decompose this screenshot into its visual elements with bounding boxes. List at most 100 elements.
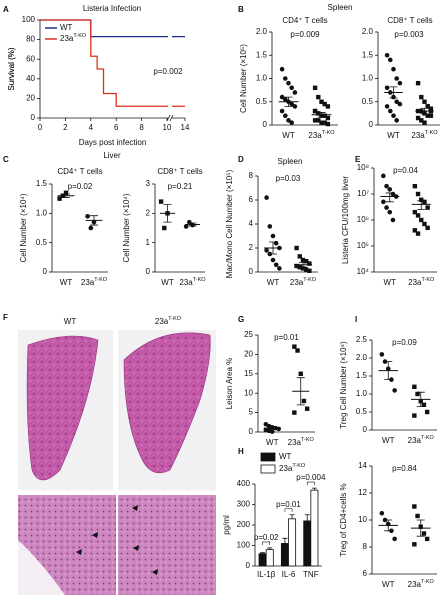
error-bar bbox=[260, 552, 266, 554]
data-point bbox=[322, 120, 327, 125]
data-point bbox=[297, 254, 302, 259]
chart-title: CD8⁺ T cells bbox=[387, 16, 432, 25]
column-label: WT bbox=[64, 317, 77, 326]
error-bar bbox=[299, 262, 307, 268]
panel-label: F bbox=[3, 313, 8, 322]
data-point bbox=[279, 66, 285, 72]
error-bar bbox=[289, 514, 295, 519]
x-tick-label-base: 23a bbox=[411, 131, 425, 140]
data-point bbox=[390, 217, 396, 223]
legend-label-sup: T-KO bbox=[73, 33, 87, 39]
y-axis-label: Listeria CFU/100mg liver bbox=[341, 176, 350, 264]
data-point bbox=[289, 120, 295, 125]
y-tick-label: 3 bbox=[146, 179, 151, 188]
data-point bbox=[415, 231, 421, 236]
x-tick-label-base: 23a bbox=[308, 131, 322, 140]
y-tick-label: 12 bbox=[358, 488, 367, 497]
y-tick-label: 0 bbox=[31, 113, 36, 122]
bar bbox=[303, 520, 312, 567]
y-tick-label: 2.0 bbox=[356, 353, 368, 362]
data-point bbox=[424, 409, 430, 415]
y-tick-label: 0 bbox=[249, 427, 254, 436]
panel-label: E bbox=[355, 155, 361, 164]
y-axis-label: Cell Number (×10⁵) bbox=[239, 44, 248, 113]
annotation: p=0.003 bbox=[394, 30, 424, 39]
chart-title: CD4⁺ T cells bbox=[57, 167, 102, 176]
chart-title: Spleen bbox=[278, 157, 303, 166]
chart-title: CD4⁺ T cells bbox=[282, 16, 327, 25]
data-point bbox=[387, 187, 393, 192]
x-tick-label-sup: T-KO bbox=[303, 277, 317, 283]
data-point bbox=[63, 190, 69, 195]
column-label: 23aT-KO bbox=[155, 316, 182, 326]
y-tick-label: 1.0 bbox=[356, 389, 368, 398]
tissue-section bbox=[123, 332, 211, 474]
data-point bbox=[283, 97, 288, 102]
x-tick-label: 23aT-KO bbox=[308, 130, 335, 140]
x-tick-label-base: 23a bbox=[290, 278, 304, 287]
data-point bbox=[388, 57, 393, 63]
panel-label: I bbox=[355, 315, 357, 324]
y-tick-label: 10⁷ bbox=[357, 189, 369, 198]
annotation: p=0.21 bbox=[168, 182, 193, 191]
y-tick-label: 0 bbox=[43, 267, 48, 276]
y-tick-label: 0 bbox=[246, 561, 251, 570]
data-point bbox=[279, 108, 285, 114]
annotation: p=0.84 bbox=[392, 464, 417, 473]
x-tick-label: 0 bbox=[38, 123, 43, 132]
data-point bbox=[425, 225, 430, 231]
x-tick-label-sup: T-KO bbox=[421, 435, 435, 441]
data-point bbox=[392, 388, 397, 393]
y-tick-label: 4 bbox=[249, 219, 254, 228]
data-point bbox=[289, 85, 295, 91]
y-tick-label: 2.0 bbox=[256, 27, 268, 36]
data-point bbox=[422, 199, 427, 205]
significance-bracket bbox=[306, 481, 315, 486]
y-tick-label: 0 bbox=[363, 425, 368, 434]
axis-break-mark bbox=[166, 114, 174, 122]
x-tick-label: 23aT-KO bbox=[179, 277, 206, 287]
data-point bbox=[425, 104, 430, 109]
error-bar bbox=[384, 519, 393, 532]
micrograph bbox=[118, 495, 216, 595]
data-point bbox=[379, 352, 385, 357]
error-bar bbox=[304, 514, 310, 521]
panel-label: H bbox=[238, 447, 244, 456]
data-point bbox=[276, 426, 281, 432]
data-point bbox=[325, 115, 331, 121]
data-point bbox=[304, 406, 310, 411]
data-point bbox=[162, 225, 167, 231]
legend-label-sup: T-KO bbox=[292, 463, 306, 469]
legend-swatch bbox=[260, 464, 276, 474]
data-point bbox=[292, 410, 297, 415]
x-tick-label: 6 bbox=[114, 123, 119, 132]
data-point bbox=[428, 113, 434, 118]
error-bar bbox=[267, 547, 273, 550]
x-tick-label-sup: T-KO bbox=[425, 130, 439, 136]
x-tick-label-sup: T-KO bbox=[322, 130, 336, 136]
data-point bbox=[387, 209, 393, 215]
data-point bbox=[388, 108, 393, 114]
x-tick-label: 14 bbox=[181, 123, 190, 132]
error-bar bbox=[188, 222, 197, 227]
error-bar bbox=[417, 200, 426, 211]
x-tick-label: 10 bbox=[163, 123, 172, 132]
error-bar bbox=[311, 487, 317, 491]
x-tick-label-base: 23a bbox=[81, 278, 95, 287]
x-tick-label: WT bbox=[161, 278, 174, 287]
panel-label: G bbox=[238, 315, 244, 324]
data-point bbox=[295, 348, 300, 353]
y-tick-label: 100 bbox=[237, 541, 251, 550]
survival-line bbox=[40, 19, 185, 107]
data-point bbox=[277, 266, 282, 271]
x-tick-label: 2 bbox=[63, 123, 68, 132]
data-point bbox=[270, 233, 276, 239]
data-point bbox=[279, 94, 285, 100]
y-axis-label: Survival (%) bbox=[7, 47, 16, 90]
data-point bbox=[394, 99, 400, 105]
data-point bbox=[391, 66, 396, 72]
y-axis-label: Cell Number (×10⁴) bbox=[122, 193, 131, 262]
x-tick-label: WT bbox=[266, 438, 279, 447]
